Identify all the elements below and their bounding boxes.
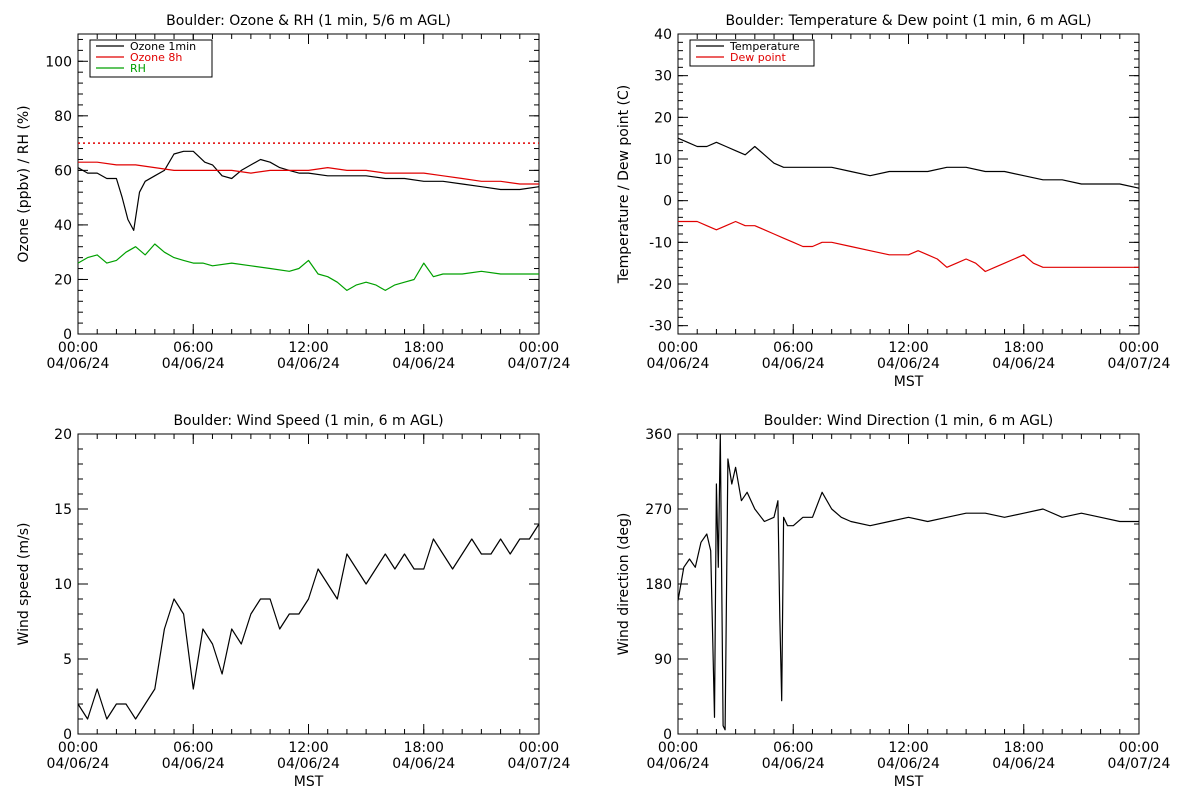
x-tick-date: 04/06/24 xyxy=(762,356,825,372)
x-tick-date: 04/06/24 xyxy=(877,756,940,772)
legend-label: Ozone 8h xyxy=(130,51,182,64)
series-line-1 xyxy=(677,433,1139,731)
legend-label: RH xyxy=(130,62,146,75)
x-tick-time: 12:00 xyxy=(288,740,328,756)
legend-box xyxy=(689,39,815,67)
x-tick-date: 04/06/24 xyxy=(762,756,825,772)
x-tick-date: 04/06/24 xyxy=(277,356,340,372)
legend-label: Temperature xyxy=(729,40,800,53)
y-axis-label: Wind speed (m/s) xyxy=(16,523,32,646)
x-tick-time: 00:00 xyxy=(58,340,98,356)
x-tick-time: 00:00 xyxy=(1119,340,1159,356)
x-tick-time: 06:00 xyxy=(173,340,213,356)
plot-frame xyxy=(77,433,540,735)
chart-panel-1: Boulder: Ozone & RH (1 min, 5/6 m AGL) 0 2… xyxy=(16,13,571,372)
y-tick-label: 40 xyxy=(654,27,672,43)
y-tick-label: 0 xyxy=(663,727,672,743)
x-tick-date: 04/06/24 xyxy=(47,756,110,772)
x-tick-time: 18:00 xyxy=(1004,340,1044,356)
y-tick-label: 0 xyxy=(663,194,672,210)
chart-panel-3: Boulder: Wind Speed (1 min, 6 m AGL) 0 5 10… xyxy=(16,413,571,790)
x-tick-date: 04/06/24 xyxy=(277,756,340,772)
x-tick-date: 04/07/24 xyxy=(508,756,571,772)
plot-frame xyxy=(677,33,1140,335)
x-tick-time: 12:00 xyxy=(888,740,928,756)
y-tick-label: 0 xyxy=(63,327,72,343)
chart-title: Boulder: Temperature & Dew point (1 min,… xyxy=(725,13,1091,29)
x-tick-date: 04/06/24 xyxy=(647,356,710,372)
x-tick-time: 00:00 xyxy=(1119,740,1159,756)
x-tick-time: 00:00 xyxy=(658,740,698,756)
x-tick-time: 18:00 xyxy=(404,340,444,356)
y-tick-label: 90 xyxy=(654,652,672,668)
plot-frame xyxy=(677,433,1140,735)
y-axis-label: Temperature / Dew point (C) xyxy=(616,85,632,284)
x-tick-date: 04/06/24 xyxy=(392,756,455,772)
chart-title: Boulder: Wind Speed (1 min, 6 m AGL) xyxy=(173,413,443,429)
x-tick-date: 04/06/24 xyxy=(392,356,455,372)
x-tick-date: 04/07/24 xyxy=(508,356,571,372)
series-line-1 xyxy=(77,523,540,720)
y-tick-label: 40 xyxy=(54,218,72,234)
y-tick-label: 20 xyxy=(54,272,72,288)
y-tick-label: -30 xyxy=(649,319,672,335)
x-tick-time: 18:00 xyxy=(1004,740,1044,756)
y-tick-label: 30 xyxy=(654,69,672,85)
legend-label: Ozone 1min xyxy=(130,40,196,53)
x-tick-date: 04/06/24 xyxy=(47,356,110,372)
y-tick-label: 10 xyxy=(54,577,72,593)
x-tick-date: 04/06/24 xyxy=(162,756,225,772)
x-tick-time: 00:00 xyxy=(58,740,98,756)
y-tick-label: 100 xyxy=(45,54,72,70)
y-tick-label: 80 xyxy=(54,109,72,125)
series-line-2 xyxy=(678,220,1139,273)
x-tick-time: 06:00 xyxy=(773,340,813,356)
y-tick-label: -20 xyxy=(649,277,672,293)
legend-label: Dew point xyxy=(730,51,786,64)
y-tick-label: 10 xyxy=(654,152,672,168)
series-line-2 xyxy=(78,161,539,185)
x-tick-date: 04/06/24 xyxy=(992,356,1055,372)
x-tick-time: 12:00 xyxy=(888,340,928,356)
series-line-1 xyxy=(677,137,1140,189)
x-tick-date: 04/07/24 xyxy=(1108,356,1171,372)
x-tick-time: 18:00 xyxy=(404,740,444,756)
chart-panel-2: Boulder: Temperature & Dew point (1 min,… xyxy=(616,13,1171,390)
x-tick-time: 06:00 xyxy=(773,740,813,756)
x-tick-date: 04/06/24 xyxy=(877,356,940,372)
x-axis-label: MST xyxy=(894,774,924,790)
chart-title: Boulder: Wind Direction (1 min, 6 m AGL) xyxy=(764,413,1053,429)
x-tick-time: 00:00 xyxy=(658,340,698,356)
x-tick-date: 04/06/24 xyxy=(647,756,710,772)
x-tick-time: 00:00 xyxy=(519,340,559,356)
y-tick-label: 20 xyxy=(654,110,672,126)
y-tick-label: 15 xyxy=(54,502,72,518)
y-tick-label: 360 xyxy=(645,427,672,443)
y-tick-label: 60 xyxy=(54,163,72,179)
plot-frame xyxy=(77,33,540,335)
series-line-1 xyxy=(77,150,540,231)
x-axis-label: MST xyxy=(894,374,924,390)
x-tick-date: 04/06/24 xyxy=(992,756,1055,772)
x-tick-time: 06:00 xyxy=(173,740,213,756)
x-axis-label: MST xyxy=(294,774,324,790)
y-axis-label: Wind direction (deg) xyxy=(616,513,632,656)
y-tick-label: 5 xyxy=(63,652,72,668)
x-tick-time: 00:00 xyxy=(519,740,559,756)
series-line-3 xyxy=(77,243,539,291)
y-tick-label: 270 xyxy=(645,502,672,518)
y-tick-label: 20 xyxy=(54,427,72,443)
x-tick-date: 04/07/24 xyxy=(1108,756,1171,772)
x-tick-date: 04/06/24 xyxy=(162,356,225,372)
x-tick-time: 12:00 xyxy=(288,340,328,356)
y-axis-label: Ozone (ppbv) / RH (%) xyxy=(16,105,32,262)
y-tick-label: 0 xyxy=(63,727,72,743)
chart-title: Boulder: Ozone & RH (1 min, 5/6 m AGL) xyxy=(166,13,451,29)
y-tick-label: 180 xyxy=(645,577,672,593)
chart-panel-4: Boulder: Wind Direction (1 min, 6 m AGL)… xyxy=(616,413,1171,790)
y-tick-label: -10 xyxy=(649,235,672,251)
